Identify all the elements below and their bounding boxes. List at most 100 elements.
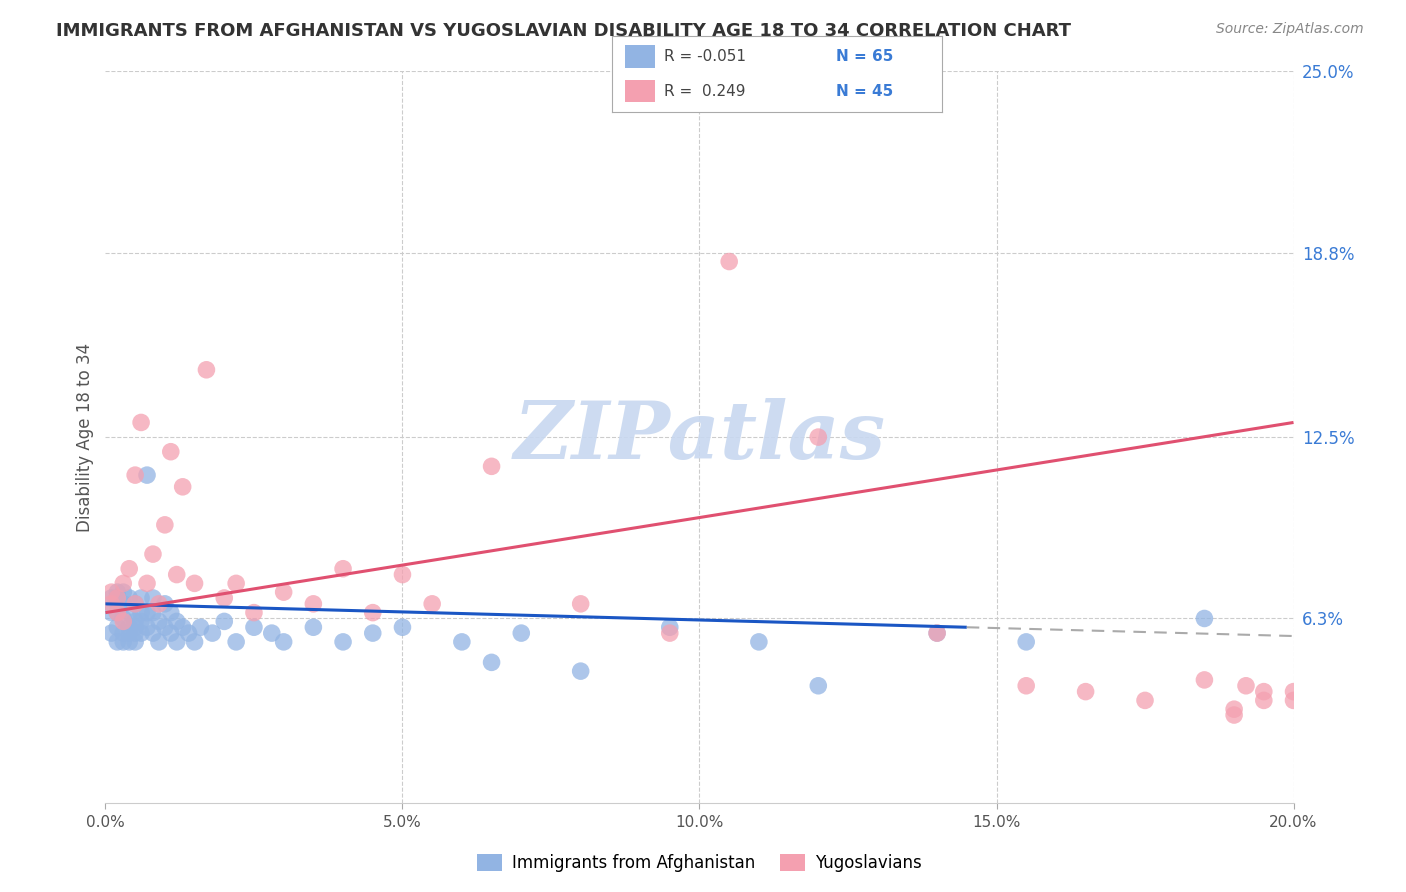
Point <box>118 620 141 634</box>
Point <box>142 591 165 605</box>
Point <box>1253 693 1275 707</box>
Point <box>1015 635 1038 649</box>
Point <box>112 615 135 629</box>
Point <box>142 547 165 561</box>
Point <box>166 567 188 582</box>
Bar <box>624 45 655 68</box>
Point <box>105 606 128 620</box>
Point <box>136 576 159 591</box>
Point <box>148 635 170 649</box>
Point <box>129 416 152 430</box>
Point <box>658 626 681 640</box>
Point <box>658 620 681 634</box>
Point <box>481 656 503 670</box>
Point <box>105 635 128 649</box>
Point <box>118 562 141 576</box>
Point <box>129 606 152 620</box>
Point <box>166 615 188 629</box>
Point <box>159 606 181 620</box>
Point <box>112 576 135 591</box>
Point <box>177 626 200 640</box>
Point <box>136 606 159 620</box>
Point <box>420 597 443 611</box>
Point <box>1133 693 1156 707</box>
Point <box>105 585 128 599</box>
Point <box>1194 673 1216 687</box>
Point <box>569 664 592 678</box>
Point <box>225 576 247 591</box>
Point <box>195 363 218 377</box>
Text: N = 65: N = 65 <box>837 49 894 63</box>
Point <box>159 626 181 640</box>
Point <box>927 626 949 640</box>
Point <box>1282 684 1305 698</box>
Point <box>136 620 159 634</box>
Point <box>332 562 354 576</box>
Text: Source: ZipAtlas.com: Source: ZipAtlas.com <box>1216 22 1364 37</box>
Point <box>112 611 135 625</box>
Point <box>450 635 472 649</box>
Text: R = -0.051: R = -0.051 <box>665 49 747 63</box>
Point <box>124 597 146 611</box>
Point <box>105 620 128 634</box>
Point <box>1223 708 1246 723</box>
Point <box>148 615 170 629</box>
Point <box>124 620 146 634</box>
Point <box>100 626 122 640</box>
Point <box>124 626 146 640</box>
Point <box>142 606 165 620</box>
Point <box>391 567 413 582</box>
Y-axis label: Disability Age 18 to 34: Disability Age 18 to 34 <box>76 343 94 532</box>
Point <box>481 459 503 474</box>
Point <box>112 626 135 640</box>
Point <box>153 620 176 634</box>
Point <box>807 679 830 693</box>
Point <box>124 597 146 611</box>
Point <box>100 591 122 605</box>
Point <box>124 468 146 483</box>
Point <box>273 585 295 599</box>
Point <box>718 254 741 268</box>
Point <box>105 591 128 605</box>
Point <box>260 626 283 640</box>
Point <box>243 620 266 634</box>
Point <box>1234 679 1257 693</box>
Point <box>214 591 236 605</box>
Point <box>1074 684 1097 698</box>
Point <box>142 626 165 640</box>
Point <box>391 620 413 634</box>
Point <box>118 606 141 620</box>
Text: N = 45: N = 45 <box>837 84 894 98</box>
Point <box>190 620 212 634</box>
Point <box>129 615 152 629</box>
Point <box>748 635 770 649</box>
Point <box>124 635 146 649</box>
Point <box>166 635 188 649</box>
Point <box>105 591 128 605</box>
Point <box>361 606 384 620</box>
Point <box>302 597 325 611</box>
Point <box>118 626 141 640</box>
Legend: Immigrants from Afghanistan, Yugoslavians: Immigrants from Afghanistan, Yugoslavian… <box>471 847 928 879</box>
Point <box>100 597 122 611</box>
Point <box>1194 611 1216 625</box>
Point <box>1282 693 1305 707</box>
Bar <box>624 79 655 103</box>
Point <box>129 626 152 640</box>
Point <box>148 597 170 611</box>
Point <box>361 626 384 640</box>
Point <box>118 635 141 649</box>
Point <box>201 626 224 640</box>
Point <box>136 468 159 483</box>
Point <box>225 635 247 649</box>
Point <box>1253 684 1275 698</box>
Point <box>332 635 354 649</box>
Point <box>124 615 146 629</box>
Point <box>183 635 205 649</box>
Point <box>927 626 949 640</box>
Point <box>302 620 325 634</box>
Point <box>172 620 194 634</box>
Point <box>129 591 152 605</box>
Point <box>100 606 122 620</box>
Point <box>1223 702 1246 716</box>
